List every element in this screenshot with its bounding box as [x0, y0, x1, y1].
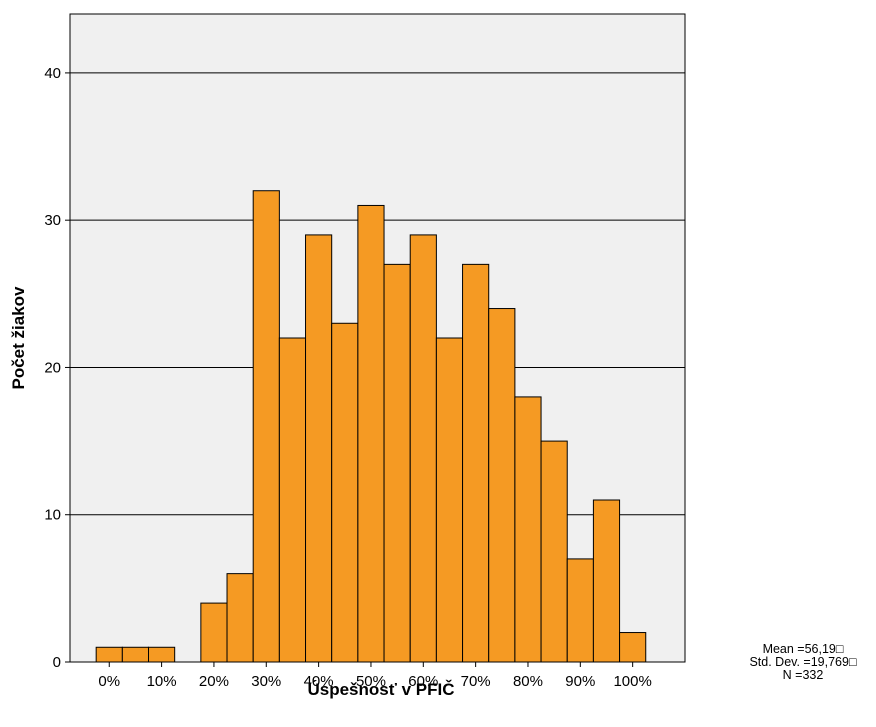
stat-std-dev: Std. Dev. =19,769□: [749, 655, 856, 669]
y-tick-label: 20: [44, 359, 61, 376]
x-tick-label: 20%: [199, 673, 229, 690]
histogram-bar: [95, 646, 123, 663]
histogram-bar: [619, 632, 647, 663]
y-axis: 0 10 20 30 40: [44, 65, 70, 671]
x-tick-label: 10%: [147, 673, 177, 690]
y-tick-label: 40: [44, 65, 61, 82]
histogram-bar: [357, 204, 385, 663]
histogram-bar: [121, 646, 150, 663]
histogram-bar: [514, 396, 542, 663]
y-tick-label: 0: [53, 654, 61, 671]
statistics-box: Mean =56,19□ Std. Dev. =19,769□ N =332: [749, 642, 856, 682]
histogram-bar: [488, 308, 516, 663]
y-tick-label: 10: [44, 507, 61, 524]
x-axis-title: Úspešnosť v PFIČ: [307, 680, 454, 699]
histogram-bar: [566, 558, 594, 663]
x-tick-label: 60%: [408, 673, 438, 690]
histogram-bar: [252, 190, 280, 663]
x-tick-label: 30%: [251, 673, 281, 690]
x-axis: 0% 10% 20% 30% 40% 50% 60% 70% 80% 90% 100%: [98, 662, 652, 690]
x-tick-label: 50%: [356, 673, 386, 690]
histogram-bar: [148, 646, 176, 663]
x-tick-label: 100%: [613, 673, 651, 690]
histogram-bar: [226, 573, 254, 663]
histogram-bar: [592, 499, 621, 663]
histogram-bar: [331, 322, 359, 663]
histogram-bar: [305, 234, 333, 663]
histogram-bar: [383, 263, 411, 663]
x-tick-label: 70%: [461, 673, 491, 690]
x-tick-label: 0%: [98, 673, 120, 690]
histogram-bar: [435, 337, 464, 663]
bars: [95, 190, 647, 663]
histogram-bar: [200, 602, 228, 663]
histogram-bar: [409, 234, 437, 663]
y-tick-label: 30: [44, 212, 61, 229]
y-axis-title: Počet žiakov: [9, 286, 28, 390]
stat-mean: Mean =56,19□: [763, 642, 844, 656]
histogram-bar: [540, 440, 568, 663]
x-tick-label: 80%: [513, 673, 543, 690]
stat-n: N =332: [783, 668, 824, 682]
histogram-bar: [278, 337, 307, 663]
x-tick-label: 90%: [565, 673, 595, 690]
x-tick-label: 40%: [304, 673, 334, 690]
plot-frame: [69, 13, 686, 663]
histogram-bar: [462, 263, 490, 663]
